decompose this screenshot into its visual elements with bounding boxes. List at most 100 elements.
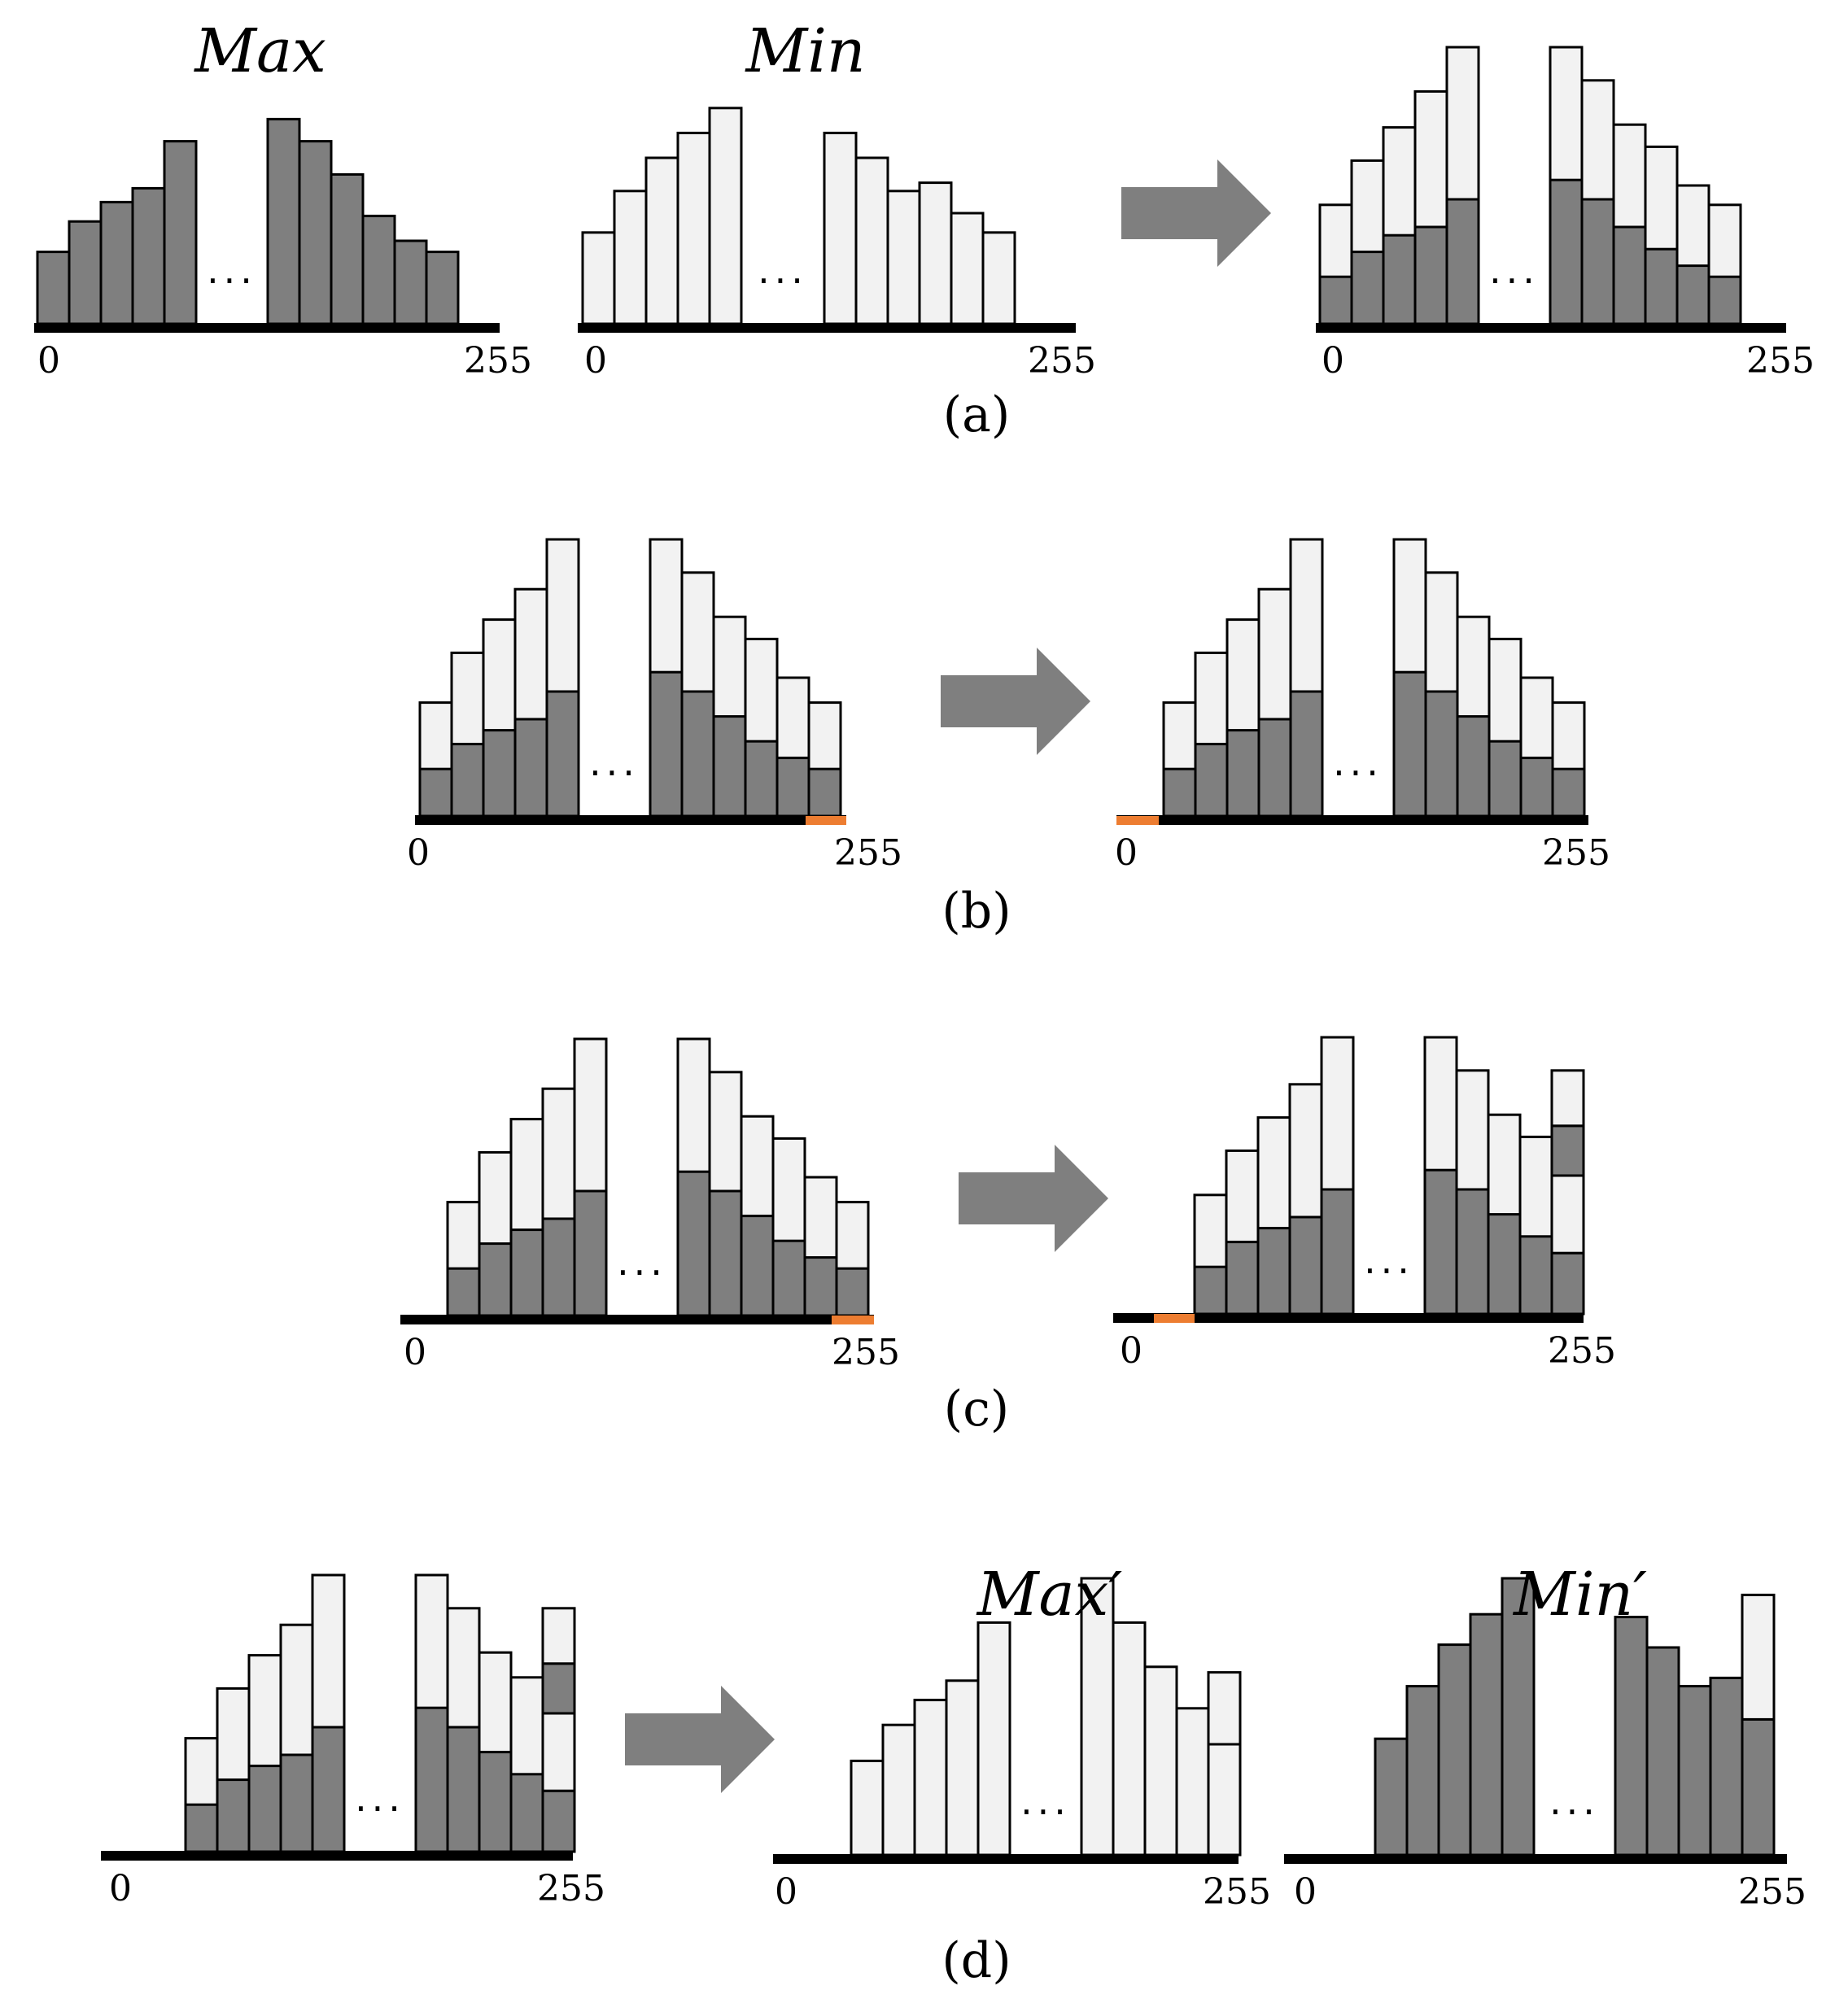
histogram-bar [509, 1118, 544, 1317]
histogram-bar [835, 1201, 870, 1317]
histogram-bar [886, 190, 921, 325]
bar-dark-segment [1707, 275, 1742, 325]
bar-dark-segment [1709, 1676, 1744, 1857]
histogram-bar [1162, 701, 1197, 818]
axis-max-label: 255 [1542, 832, 1610, 874]
ellipsis-label: ... [355, 1776, 405, 1820]
x-axis-line [1284, 1854, 1787, 1864]
histogram-bar [708, 107, 743, 325]
ellipsis-label: ... [589, 740, 640, 784]
histogram-bar [163, 140, 198, 325]
bar-dark-segment [1487, 1213, 1522, 1316]
axis-max-label: 255 [1548, 1330, 1616, 1372]
bar-light-segment [1143, 1665, 1178, 1857]
histogram-bar [184, 1737, 219, 1853]
bar-segment [1741, 1717, 1776, 1857]
bar-dark-segment [478, 1242, 513, 1317]
histogram-bar [1350, 159, 1385, 325]
bar-dark-segment [266, 117, 301, 325]
histogram-bar [950, 212, 985, 325]
histogram-bar [446, 1201, 481, 1317]
axis-min-label: 0 [775, 1871, 797, 1913]
ellipsis-label: ... [1364, 1238, 1414, 1282]
axis-min-label: 0 [1120, 1330, 1142, 1372]
ellipsis-label: ... [758, 248, 808, 292]
bar-dark-segment [509, 1228, 544, 1317]
bar-dark-segment [807, 767, 842, 818]
bar-light-segment [854, 156, 889, 325]
histogram-bar [330, 172, 365, 325]
bar-segment [1550, 1251, 1585, 1316]
bar-dark-segment [1549, 178, 1584, 325]
bar-segment [1207, 1743, 1242, 1857]
ellipsis-label: ... [1020, 1779, 1071, 1823]
histogram: ... 0 255 [400, 1037, 900, 1373]
bar-segment [541, 1662, 576, 1715]
histogram-bar [1405, 1685, 1440, 1857]
histogram-bar [1550, 1069, 1585, 1316]
bar-dark-segment [1456, 715, 1491, 818]
bar-dark-segment [680, 690, 715, 818]
histogram-bar [1469, 1612, 1504, 1857]
bar-dark-segment [482, 729, 517, 818]
bar-dark-segment [1518, 1235, 1553, 1316]
histogram-bar [1551, 701, 1586, 818]
bar-dark-segment [1193, 1265, 1228, 1316]
bar-dark-segment [446, 1726, 481, 1853]
bar-dark-segment [1551, 767, 1586, 818]
histogram-bar [425, 251, 460, 325]
ellipsis-label: ... [617, 1240, 667, 1284]
histogram-bar [1320, 1036, 1355, 1316]
bar-dark-segment [131, 186, 166, 325]
bar-dark-segment [1256, 1227, 1291, 1316]
axis-min-label: 0 [1322, 340, 1344, 382]
axis-min-label: 0 [584, 340, 607, 382]
histogram-bar [881, 1723, 916, 1857]
histogram-bar [740, 1115, 775, 1317]
bar-dark-segment [478, 1751, 513, 1853]
bar-dark-segment [649, 670, 684, 818]
x-axis-line [1316, 323, 1786, 333]
axis-max-label: 255 [1746, 340, 1815, 382]
histogram: ... 0 255 Max′ [773, 1560, 1271, 1913]
histogram-bar [450, 651, 485, 818]
axis-min-label: 0 [37, 340, 60, 382]
histogram-bar [1445, 46, 1480, 325]
bar-dark-segment [1289, 690, 1324, 818]
bar-dark-segment [1194, 743, 1229, 818]
histogram-bar [68, 220, 103, 325]
histogram-bar [99, 200, 134, 325]
histogram-bar [676, 131, 711, 325]
bar-segment [1741, 1593, 1776, 1721]
bar-dark-segment [744, 740, 779, 818]
bar-dark-segment [1614, 1616, 1649, 1857]
arrow [959, 1145, 1108, 1252]
right-arrow-icon [1121, 159, 1271, 267]
right-arrow-icon [959, 1145, 1108, 1252]
bar-dark-segment [541, 1217, 576, 1317]
bar-segment [541, 1607, 576, 1665]
ellipsis-label: ... [207, 248, 257, 292]
panel-1: ... 0 255... 0 255 (b) [407, 538, 1610, 940]
bar-dark-segment [1519, 757, 1554, 818]
histogram-bar [1437, 1643, 1472, 1857]
bar-dark-segment [1644, 247, 1679, 325]
histogram: ... 0 255 [407, 538, 902, 874]
bar-light-segment [881, 1723, 916, 1857]
histogram-bar [680, 571, 715, 818]
bar-light-segment [918, 181, 953, 325]
histogram-bar [247, 1654, 282, 1853]
histogram-bar [644, 156, 679, 325]
histogram-bar [976, 1621, 1011, 1857]
bar-dark-segment [1225, 1241, 1260, 1316]
histogram-bar [1645, 1646, 1680, 1857]
bar-dark-segment [311, 1726, 346, 1853]
x-axis-line [773, 1854, 1239, 1864]
axis-max-label: 255 [832, 1332, 900, 1373]
bar-light-segment [976, 1621, 1011, 1857]
histogram-bar [613, 190, 648, 325]
arrow [625, 1686, 775, 1793]
histogram-bar [1288, 1083, 1323, 1316]
histogram-bar [1256, 1116, 1291, 1316]
histogram-bar [513, 587, 548, 818]
